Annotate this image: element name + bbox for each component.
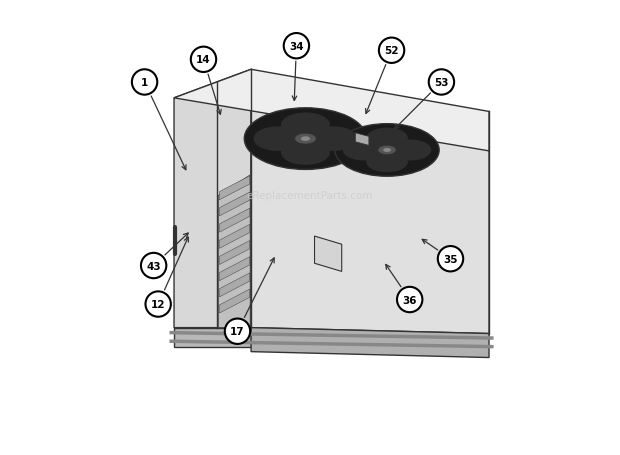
- Text: eReplacementParts.com: eReplacementParts.com: [247, 191, 373, 201]
- Text: 43: 43: [146, 261, 161, 271]
- Polygon shape: [174, 70, 489, 152]
- Circle shape: [397, 287, 422, 313]
- Ellipse shape: [366, 152, 408, 173]
- Polygon shape: [251, 70, 489, 334]
- Ellipse shape: [389, 140, 432, 161]
- Circle shape: [191, 47, 216, 73]
- Text: 35: 35: [443, 254, 458, 264]
- Circle shape: [284, 34, 309, 59]
- Polygon shape: [219, 289, 250, 313]
- Circle shape: [146, 292, 171, 317]
- Circle shape: [141, 253, 166, 278]
- Ellipse shape: [343, 140, 384, 161]
- Polygon shape: [219, 257, 250, 281]
- Ellipse shape: [301, 137, 310, 142]
- Polygon shape: [174, 328, 251, 347]
- Polygon shape: [174, 70, 251, 328]
- Polygon shape: [355, 133, 369, 146]
- Ellipse shape: [309, 127, 358, 152]
- Ellipse shape: [383, 149, 391, 152]
- Ellipse shape: [281, 141, 330, 166]
- Circle shape: [438, 247, 463, 272]
- Ellipse shape: [244, 109, 366, 170]
- Text: 53: 53: [434, 78, 449, 88]
- Polygon shape: [219, 273, 250, 297]
- Circle shape: [429, 70, 454, 96]
- Ellipse shape: [294, 134, 316, 145]
- Polygon shape: [219, 192, 250, 217]
- Ellipse shape: [254, 127, 303, 152]
- Text: 14: 14: [196, 55, 211, 65]
- Circle shape: [225, 319, 250, 344]
- Text: 52: 52: [384, 46, 399, 56]
- Text: 34: 34: [289, 41, 304, 51]
- Polygon shape: [251, 328, 489, 358]
- Ellipse shape: [378, 146, 396, 155]
- Polygon shape: [219, 225, 250, 249]
- Polygon shape: [219, 209, 250, 233]
- Polygon shape: [218, 176, 250, 328]
- Ellipse shape: [335, 124, 439, 177]
- Text: 1: 1: [141, 78, 148, 88]
- Text: 36: 36: [402, 295, 417, 305]
- Circle shape: [379, 39, 404, 64]
- Circle shape: [132, 70, 157, 96]
- Polygon shape: [314, 237, 342, 272]
- Text: 17: 17: [230, 327, 245, 337]
- Ellipse shape: [366, 128, 408, 149]
- Polygon shape: [219, 241, 250, 265]
- Text: 12: 12: [151, 299, 166, 309]
- Polygon shape: [219, 177, 250, 200]
- Ellipse shape: [281, 113, 330, 138]
